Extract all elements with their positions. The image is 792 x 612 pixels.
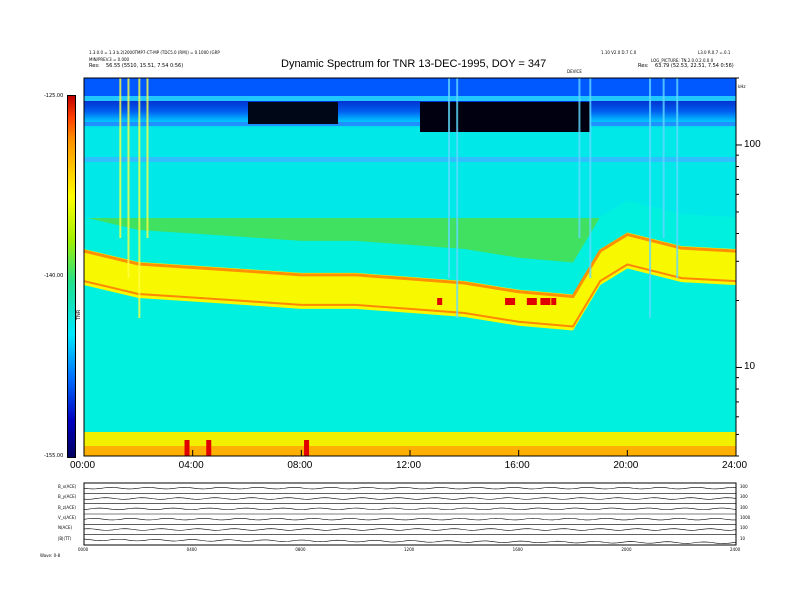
chart-title: Dynamic Spectrum for TNR 13-DEC-1995, DO… [281,58,547,70]
x-tick-label: 00:00 [70,460,96,471]
spectrum-background-high [84,78,736,218]
spectrum-cyan-line-1 [84,96,736,101]
timeseries-time-tick: 1600 [512,547,523,552]
header-left-res-value: 56.55 (5510, 15.51, 7.54 0:56) [106,63,184,69]
header-right-line3: LOG_PICTURE: TN.2.0.0.2.0.0.0 [651,58,714,63]
x-axis-ticks [83,450,737,456]
timeseries-trace [83,497,737,500]
timeseries-row-scale: 300 [740,484,748,489]
spectrum-streaks [119,78,679,318]
spectrum-streak [127,78,130,278]
header-left-line2: MIN/PREV.3 = 0.000 [89,57,130,62]
spectrum-streak [448,78,451,278]
spectrum-cyan-region [84,200,736,456]
x-tick-label: 04:00 [178,460,204,471]
spectrum-streak [589,78,592,278]
spectrum-hotspot [437,298,443,305]
spectrum-lower-ridge [84,263,736,328]
timeseries-rows [83,487,737,544]
colorbar [67,95,76,458]
units-label: kHz [738,84,746,89]
x-tick-label: 12:00 [396,460,422,471]
timeseries-row-label: V_s(ACE) [58,515,76,520]
spectrum-hotspot [304,440,310,456]
colorbar-tick-mid: -140.00 [44,273,64,279]
timeseries-time-tick: 2000 [621,547,632,552]
timeseries-row-scale: 10 [740,535,746,541]
timeseries-trace [83,518,737,521]
timeseries-row-scale: 300 [740,494,748,500]
x-tick-label: 24:00 [722,460,748,471]
spectrum-streak [456,78,459,318]
spectrum-hotspot [551,298,557,305]
timeseries-row-label: B_y(ACE) [58,494,77,500]
timeseries-time-tick: 1200 [404,547,415,552]
timeseries-time-tick: 0000 [78,547,89,552]
y-axis-ticks [736,77,742,457]
header-right-res-value: 63.79 (52.53, 22.51, 7.54 0:56) [655,63,734,69]
timeseries-row-scale: 300 [740,504,748,510]
timeseries-trace [83,507,737,510]
header-right-line1: 1.10 V2.0 D.7 C.0 [601,50,637,55]
timeseries-time-tick: 2400 [730,547,741,552]
timeseries-footer: Wave: 0-8 [40,553,61,558]
header-right-line2: L3.0 R.0.7 =.0.1 [698,50,731,55]
spectrum-streak [676,78,679,278]
spectrum-cyan-line-3 [84,157,736,162]
timeseries-trace [83,538,737,544]
timeseries-time-tick: 0800 [295,547,306,552]
colorbar-tick-bottom: -155.00 [44,453,64,459]
header-left-res-label: Res: [89,63,100,69]
spectrum-streak [578,78,581,238]
spectrum-hotspot [526,298,537,305]
timeseries-trace [83,487,737,490]
spectrum-streak [662,78,665,238]
spectrum-dark-patch-1 [248,102,338,124]
timeseries-row-label: B_z(ACE) [58,504,76,510]
x-tick-label: 08:00 [287,460,313,471]
header-left-line1: 1.3.0.0 = 1.3 b.2(2000TMP7-CT-MP (TDC5.0… [89,50,220,55]
spectrum-dark-patch-2 [420,102,590,132]
timeseries-panel [83,482,737,546]
spectrum-hotspot [540,298,551,305]
x-tick-label: 16:00 [504,460,530,471]
spectrum-hotspot [505,298,516,305]
header-center-small: DEVICE [567,69,582,74]
timeseries-time-tick: 0400 [186,547,197,552]
timeseries-row-label: |B|(TT) [58,535,72,541]
spectrum-cyan-line-2 [84,122,736,126]
timeseries-row-label: N(ACE) [58,525,73,531]
x-tick-label: 20:00 [613,460,639,471]
timeseries-trace [83,528,737,531]
y-tick-label: 10 [744,361,756,373]
spectrum-orange-ridge [84,232,736,299]
timeseries-row-scale: 1000 [740,515,751,520]
header-right-res-label: Res: [638,63,649,69]
spectrum-hotspots [184,298,557,456]
spectrum-streak [138,78,141,318]
spectrogram [83,77,742,457]
timeseries-row-scale: 100 [740,525,748,531]
spectrum-streak [649,78,652,318]
spectrum-blue-top-band [84,78,736,96]
spectrum-yellow-region [84,232,736,331]
spectrum-hotspot [184,440,190,456]
spectrum-streak [119,78,122,238]
colorbar-tick-top: -125.00 [44,93,64,99]
spectrum-streak [146,78,149,238]
y-tick-label: 100 [744,138,761,150]
spectrum-hotspot [206,440,212,456]
timeseries-row-label: B_x(ACE) [58,484,77,489]
